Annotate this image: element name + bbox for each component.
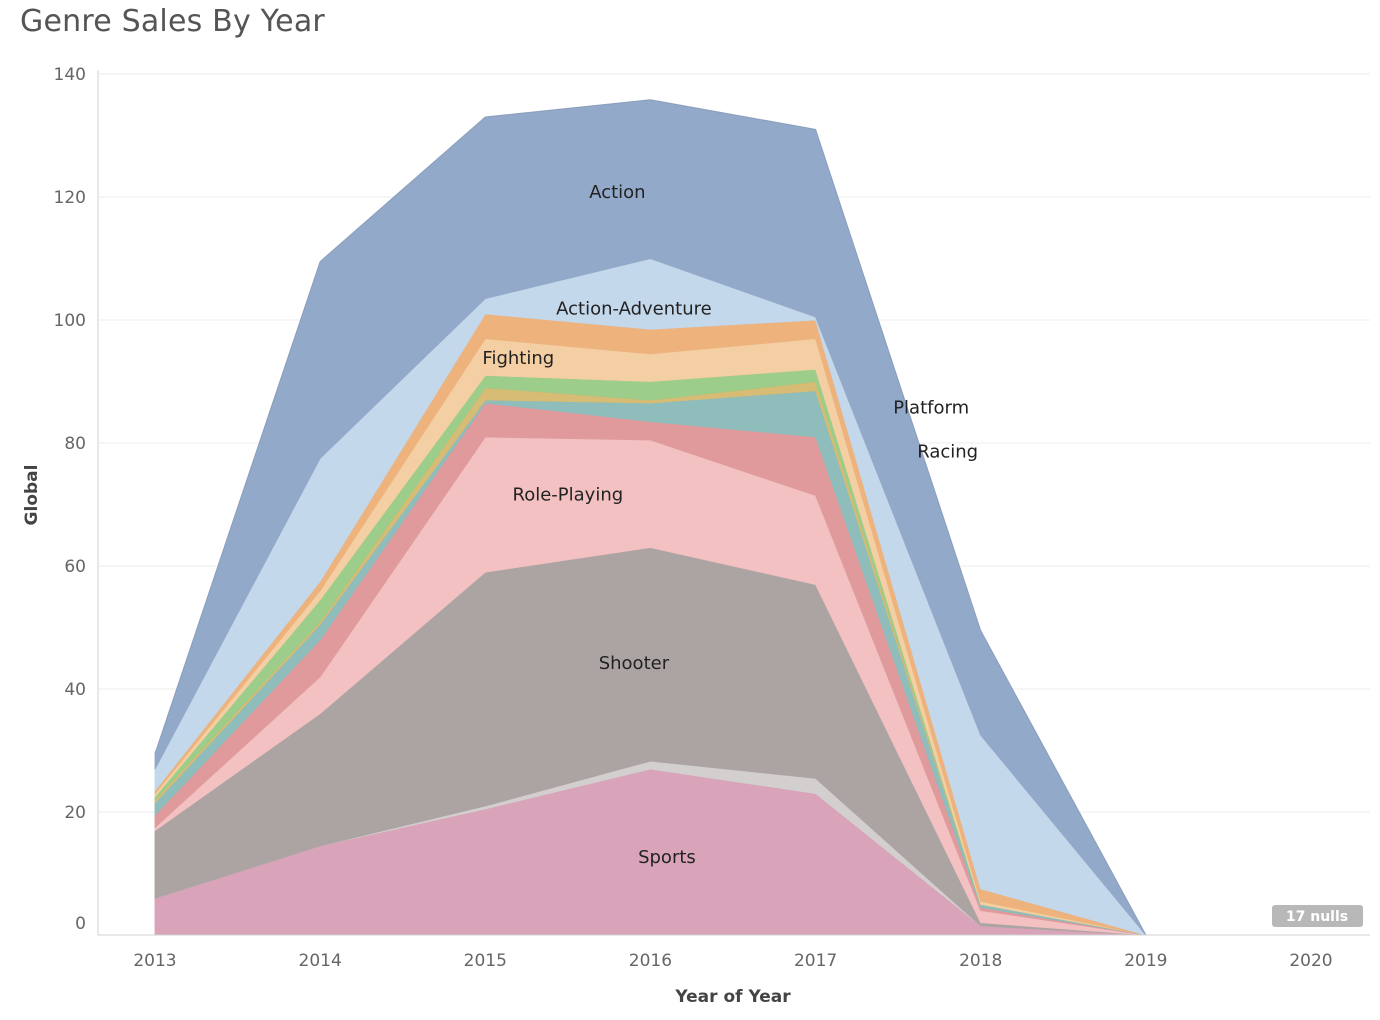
series-label-role-playing: Role-Playing	[513, 485, 624, 506]
y-tick-label: 60	[64, 557, 86, 577]
area-series-group	[154, 99, 1311, 936]
series-label-action-adventure: Action-Adventure	[556, 298, 712, 319]
x-tick-label: 2020	[1289, 951, 1332, 971]
series-label-shooter: Shooter	[599, 653, 670, 674]
x-tick-label: 2014	[299, 951, 342, 971]
y-tick-label: 80	[64, 434, 86, 454]
y-tick-label: 0	[75, 914, 86, 934]
x-tick-label: 2019	[1124, 951, 1167, 971]
x-tick-label: 2013	[133, 951, 176, 971]
series-label-sports: Sports	[638, 847, 696, 868]
x-axis-title: Year of Year	[674, 987, 791, 1007]
nulls-indicator[interactable]: 17 nulls	[1272, 905, 1363, 927]
nulls-label[interactable]: 17 nulls	[1286, 909, 1348, 925]
x-tick-label: 2015	[464, 951, 507, 971]
area-edge-action	[154, 99, 1311, 936]
y-tick-label: 100	[54, 311, 86, 331]
y-tick-label: 140	[54, 65, 86, 85]
y-tick-label: 40	[64, 680, 86, 700]
nulls-badge[interactable]	[1272, 905, 1363, 927]
y-axis-title: Global	[22, 465, 42, 526]
chart-title: Genre Sales By Year	[20, 4, 325, 39]
x-tick-label: 2018	[959, 951, 1002, 971]
y-tick-label: 20	[64, 803, 86, 823]
y-tick-label: 120	[54, 188, 86, 208]
series-labels: Sports Shooter Role-Playing Racing Platform F…	[482, 182, 978, 868]
series-label-fighting: Fighting	[482, 348, 554, 369]
series-label-action: Action	[589, 182, 645, 203]
series-label-racing: Racing	[917, 442, 978, 463]
x-tick-label: 2016	[629, 951, 672, 971]
series-label-platform: Platform	[893, 397, 969, 418]
axes: 0 20 40 60 80 100 120 140 2013 2014 2015 2016 2017 20…	[54, 65, 1370, 971]
x-tick-label: 2017	[794, 951, 837, 971]
